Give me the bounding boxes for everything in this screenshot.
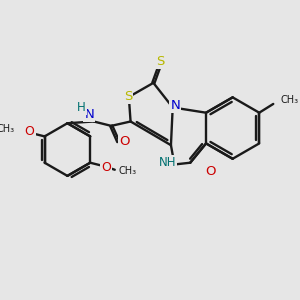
Text: S: S — [124, 90, 132, 104]
Text: N: N — [170, 99, 180, 112]
Text: NH: NH — [159, 156, 176, 169]
Text: O: O — [101, 161, 111, 175]
Text: CH₃: CH₃ — [0, 124, 15, 134]
Text: CH₃: CH₃ — [118, 167, 136, 176]
Text: S: S — [156, 55, 165, 68]
Text: CH₃: CH₃ — [280, 94, 298, 104]
Text: O: O — [24, 124, 34, 138]
Text: O: O — [119, 135, 130, 148]
Text: N: N — [85, 108, 94, 121]
Text: H: H — [77, 101, 86, 114]
Text: O: O — [205, 165, 216, 178]
